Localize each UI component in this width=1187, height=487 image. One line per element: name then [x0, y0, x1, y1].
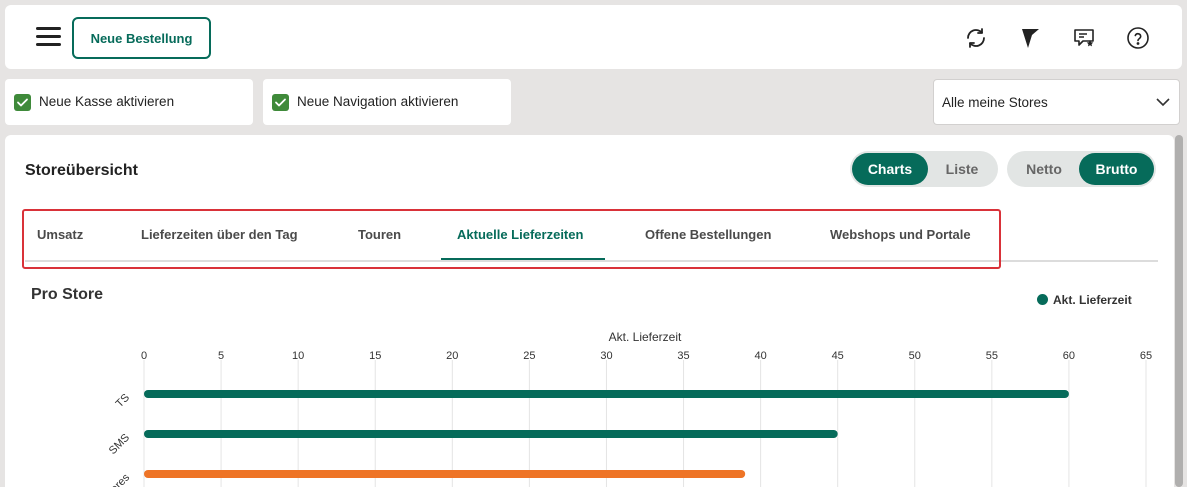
check-icon: [17, 98, 28, 107]
x-tick-label: 60: [1063, 350, 1075, 362]
legend-label: Akt. Lieferzeit: [1053, 293, 1132, 307]
toggle-liste[interactable]: Liste: [945, 161, 979, 177]
new-order-button[interactable]: Neue Bestellung: [72, 17, 211, 59]
x-tick-label: 65: [1140, 350, 1152, 362]
navigation-label: Neue Navigation aktivieren: [297, 94, 459, 109]
tab-aktuelle-lieferzeiten[interactable]: Aktuelle Lieferzeiten: [457, 227, 584, 242]
price-toggle: Netto Brutto: [1007, 151, 1156, 187]
tabs-highlight-box: [22, 209, 1001, 269]
legend-dot: [1037, 294, 1048, 305]
menu-icon[interactable]: [36, 27, 61, 47]
x-tick-label: 20: [446, 350, 458, 362]
view-toggle: Charts Liste: [850, 151, 998, 187]
active-tab-indicator: [441, 258, 605, 260]
x-tick-label: 50: [909, 350, 921, 362]
kasse-checkbox[interactable]: [14, 94, 31, 111]
chat-star-icon[interactable]: [1072, 26, 1096, 50]
top-bar: Neue Bestellung: [5, 5, 1182, 69]
scrollbar-thumb[interactable]: [1175, 135, 1183, 487]
x-tick-label: 10: [292, 350, 304, 362]
toggle-brutto[interactable]: Brutto: [1079, 153, 1154, 185]
flag-icon[interactable]: [1018, 26, 1042, 50]
kasse-label: Neue Kasse aktivieren: [39, 94, 175, 109]
tab-webshops-und-portale[interactable]: Webshops und Portale: [830, 227, 971, 242]
option-neue-navigation[interactable]: Neue Navigation aktivieren: [263, 79, 511, 125]
check-icon: [275, 98, 286, 107]
store-overview-panel: Storeübersicht Charts Liste Netto Brutto…: [5, 135, 1174, 487]
option-neue-kasse[interactable]: Neue Kasse aktivieren: [5, 79, 253, 125]
tab-divider: [25, 260, 1158, 262]
x-tick-label: 35: [677, 350, 689, 362]
tab-lieferzeiten-ueber-den-tag[interactable]: Lieferzeiten über den Tag: [141, 227, 298, 242]
x-tick-label: 55: [986, 350, 998, 362]
x-tick-label: 40: [754, 350, 766, 362]
x-tick-label: 45: [832, 350, 844, 362]
chart-legend[interactable]: Akt. Lieferzeit: [1037, 293, 1132, 307]
x-tick-label: 15: [369, 350, 381, 362]
toggle-netto[interactable]: Netto: [1026, 161, 1062, 177]
tab-touren[interactable]: Touren: [358, 227, 402, 242]
y-tick-label: TS: [114, 392, 132, 410]
navigation-checkbox[interactable]: [272, 94, 289, 111]
x-tick-label: 30: [600, 350, 612, 362]
chevron-down-icon: [1156, 98, 1170, 107]
x-axis-label: Akt. Lieferzeit: [609, 330, 682, 344]
x-tick-label: 0: [141, 350, 147, 362]
y-tick-label: SMS: [107, 432, 132, 457]
help-icon[interactable]: [1126, 26, 1150, 50]
scrollbar[interactable]: [1175, 135, 1183, 487]
store-select-value: Alle meine Stores: [942, 95, 1048, 110]
x-tick-label: 5: [218, 350, 224, 362]
y-tick-label: ores: [108, 471, 132, 487]
tab-offene-bestellungen[interactable]: Offene Bestellungen: [645, 227, 772, 242]
refresh-icon[interactable]: [964, 26, 988, 50]
toggle-charts[interactable]: Charts: [852, 153, 928, 185]
chart-title: Pro Store: [31, 286, 104, 303]
tab-umsatz[interactable]: Umsatz: [37, 227, 84, 242]
page-title: Storeübersicht: [25, 162, 138, 179]
store-select[interactable]: Alle meine Stores: [933, 79, 1180, 125]
bar-chart: Akt. Lieferzeit 0 5 10 15 20 25 30 35 40 45 50 55 60 6…: [107, 330, 1152, 487]
x-tick-label: 25: [523, 350, 535, 362]
